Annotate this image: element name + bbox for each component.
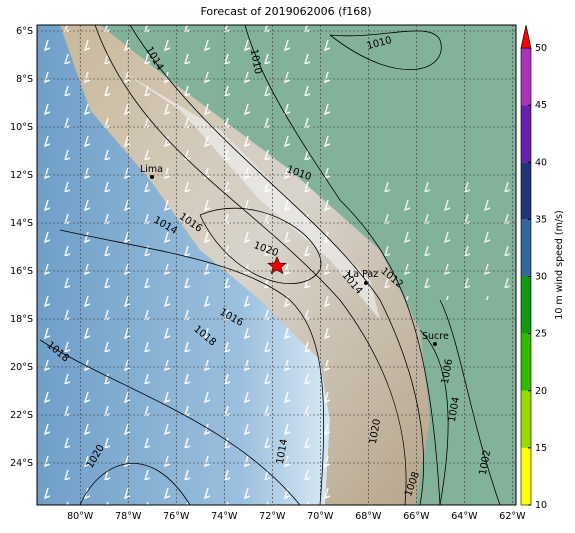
lon-tick-label: 76°W (163, 511, 190, 522)
lat-tick-label: 22°S (10, 410, 33, 421)
lon-tick-label: 68°W (355, 511, 382, 522)
lon-tick-label: 70°W (307, 511, 334, 522)
colorbar-segment (521, 276, 531, 334)
colorbar-segment (521, 447, 531, 505)
colorbar-segment (521, 219, 531, 277)
lon-tick-label: 80°W (67, 511, 94, 522)
contours (39, 25, 501, 505)
lon-tick-label: 78°W (115, 511, 142, 522)
city-marker (433, 342, 437, 346)
city-marker (150, 175, 154, 179)
colorbar-tick-label: 35 (535, 214, 547, 225)
colorbar-tick-label: 15 (535, 443, 547, 454)
lon-tick-label: 72°W (259, 511, 286, 522)
wind-barbs (37, 25, 337, 505)
lat-tick-label: 12°S (10, 170, 33, 181)
city-marker (364, 281, 368, 285)
lat-tick-label: 8°S (16, 74, 33, 85)
city-label: Lima (140, 164, 163, 175)
colorbar-segment (521, 333, 531, 391)
colorbar-segment (521, 162, 531, 220)
lat-tick-label: 16°S (10, 266, 33, 277)
lat-tick-label: 20°S (10, 362, 33, 373)
colorbar-tick-label: 40 (535, 157, 547, 168)
lon-tick-label: 64°W (451, 511, 478, 522)
colorbar-tick-label: 10 (535, 500, 547, 511)
colorbar-label: 10 m wind speed (m/s) (554, 210, 565, 319)
lon-tick-label: 62°W (499, 511, 526, 522)
lat-tick-label: 6°S (16, 26, 33, 37)
map-frame (36, 24, 517, 506)
map-area (37, 25, 516, 505)
contour-label: 1010 (248, 48, 263, 75)
lat-tick-label: 24°S (10, 458, 33, 469)
city-label: Sucre (422, 331, 449, 342)
contour-label: 1004 (447, 396, 462, 423)
lat-tick-label: 18°S (10, 314, 33, 325)
wind-barbs (370, 180, 516, 300)
colorbar-tick-label: 30 (535, 272, 547, 283)
lat-tick-label: 14°S (10, 218, 33, 229)
colorbar-tick-label: 50 (535, 43, 547, 54)
colorbar-segment (521, 48, 531, 106)
lon-tick-label: 74°W (211, 511, 238, 522)
colorbar-tick-label: 20 (535, 386, 547, 397)
colorbar-segment (521, 105, 531, 163)
contour-label: 1006 (440, 358, 455, 385)
target-star (267, 256, 287, 275)
city-label: La Paz (348, 269, 378, 280)
title: Forecast of 2019062006 (f168) (200, 5, 371, 18)
colorbar-extend (520, 24, 532, 49)
contour-label: 1002 (478, 449, 493, 476)
contour-label: 1014 (275, 438, 290, 465)
contour-label: 1020 (368, 418, 383, 445)
lon-tick-label: 66°W (403, 511, 430, 522)
lat-tick-label: 10°S (10, 122, 33, 133)
colorbar-segment (521, 390, 531, 448)
colorbar-tick-label: 45 (535, 100, 547, 111)
colorbar-tick-label: 25 (535, 329, 547, 340)
